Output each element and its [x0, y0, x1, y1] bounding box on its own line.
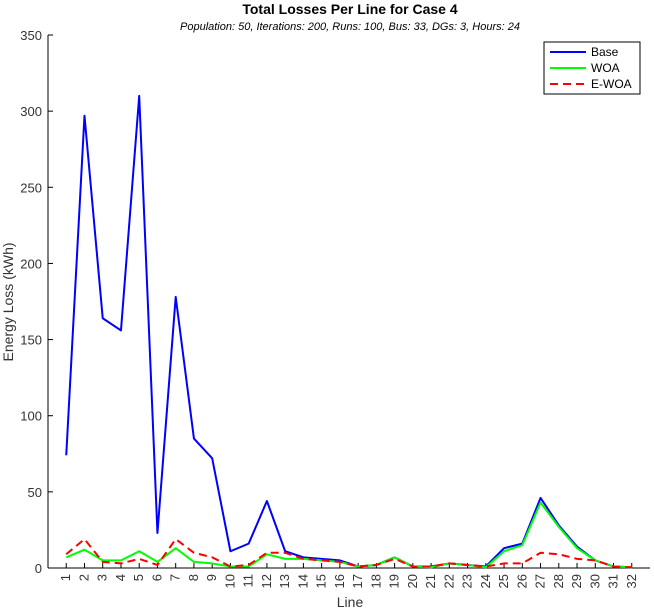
x-tick-label: 2 — [76, 574, 91, 581]
x-tick-label: 27 — [533, 574, 548, 588]
y-tick-label: 50 — [28, 485, 42, 500]
x-tick-label: 15 — [314, 574, 329, 588]
y-tick-label: 250 — [20, 180, 42, 195]
x-tick-label: 22 — [441, 574, 456, 588]
y-tick-label: 0 — [35, 561, 42, 576]
series-line-woa — [65, 501, 632, 569]
x-tick-label: 17 — [350, 574, 365, 588]
x-tick-label: 1 — [58, 574, 73, 581]
x-tick-label: 10 — [222, 574, 237, 588]
y-tick-label: 350 — [20, 28, 42, 43]
x-tick-label: 13 — [277, 574, 292, 588]
x-tick-label: 24 — [478, 574, 493, 588]
x-tick-label: 19 — [387, 574, 402, 588]
y-tick-label: 100 — [20, 409, 42, 424]
series-line-e-woa — [65, 538, 632, 569]
x-tick-label: 29 — [569, 574, 584, 588]
x-tick-label: 16 — [332, 574, 347, 588]
x-tick-label: 4 — [113, 574, 128, 581]
x-tick-label: 5 — [131, 574, 146, 581]
legend-label: E-WOA — [591, 77, 632, 91]
x-tick-label: 14 — [295, 574, 310, 588]
x-axis-label: Line — [337, 594, 364, 610]
x-tick-label: 28 — [551, 574, 566, 588]
x-tick-label: 21 — [423, 574, 438, 588]
x-tick-label: 11 — [241, 574, 256, 588]
x-tick-label: 25 — [496, 574, 511, 588]
x-tick-label: 12 — [259, 574, 274, 588]
x-tick-label: 30 — [587, 574, 602, 588]
x-tick-label: 9 — [204, 574, 219, 581]
x-tick-label: 7 — [168, 574, 183, 581]
chart-subtitle: Population: 50, Iterations: 200, Runs: 1… — [180, 21, 520, 33]
x-tick-label: 20 — [405, 574, 420, 588]
series-layer — [65, 94, 632, 569]
chart-title: Total Losses Per Line for Case 4 — [242, 1, 457, 17]
legend: Base WOA E-WOA — [543, 41, 641, 95]
y-tick-label: 200 — [20, 256, 42, 271]
x-tick-label: 18 — [368, 574, 383, 588]
y-tick-label: 150 — [20, 333, 42, 348]
x-tick-label: 3 — [95, 574, 110, 581]
x-tick-label: 23 — [460, 574, 475, 588]
x-tick-label: 26 — [514, 574, 529, 588]
legend-label: Base — [591, 45, 619, 59]
x-tick-label: 6 — [149, 574, 164, 581]
x-tick-label: 31 — [606, 574, 621, 588]
x-tick-label: 32 — [624, 574, 639, 588]
legend-label: WOA — [591, 61, 620, 75]
x-tick-label: 8 — [186, 574, 201, 581]
y-axis-label: Energy Loss (kWh) — [0, 242, 16, 361]
series-line-base — [65, 94, 632, 569]
y-tick-label: 300 — [20, 104, 42, 119]
